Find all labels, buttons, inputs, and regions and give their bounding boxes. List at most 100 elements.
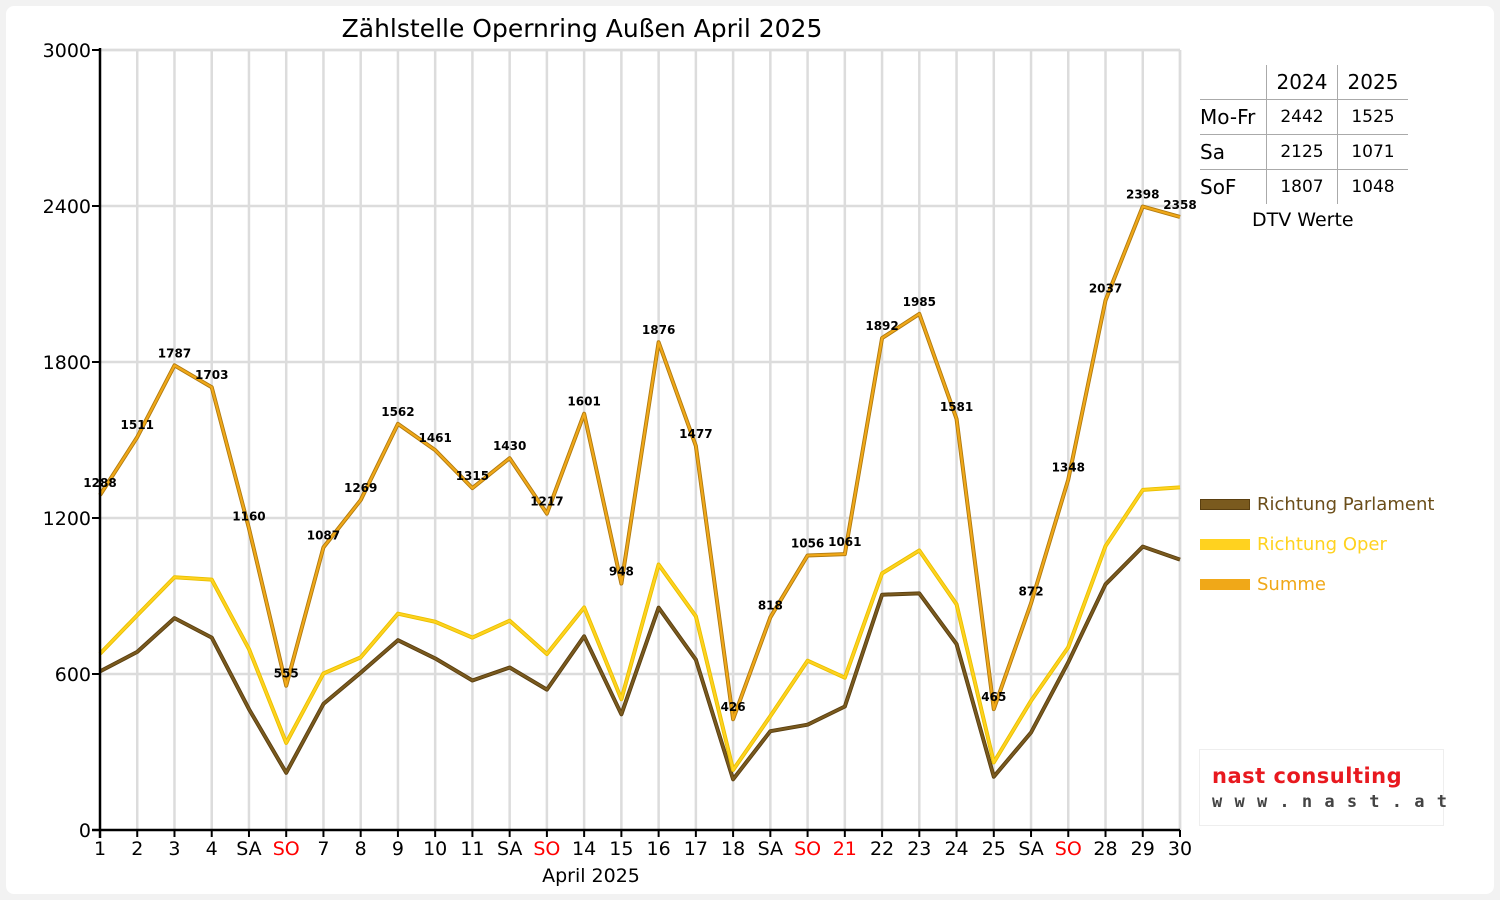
- data-label: 1315: [456, 469, 489, 483]
- x-tick-label: 28: [1093, 838, 1117, 860]
- logo-url: w w w . n a s t . a t: [1212, 792, 1448, 812]
- x-tick-label: 15: [609, 838, 633, 860]
- x-tick-label: SA: [1018, 838, 1043, 860]
- x-tick-label: 25: [982, 838, 1006, 860]
- data-label: 2037: [1089, 281, 1122, 295]
- x-tick-label: SO: [273, 838, 300, 860]
- x-tick-label: 30: [1168, 838, 1192, 860]
- dtv-caption: DTV Werte: [1252, 209, 1354, 231]
- data-label: 1892: [865, 319, 898, 333]
- legend-label-parlament: Richtung Parlament: [1257, 494, 1435, 515]
- data-label: 1511: [121, 418, 154, 432]
- dtv-cell: 1807: [1266, 169, 1338, 204]
- y-tick-label: 3000: [43, 40, 91, 62]
- x-tick-label: 23: [907, 838, 931, 860]
- legend-swatch-parlament: [1200, 499, 1250, 510]
- dtv-table: 2024 2025 Mo-Fr 2442 1525 Sa 2125 1071 S…: [1200, 65, 1408, 204]
- series-lines: [98, 204, 1181, 782]
- x-tick-label: 8: [355, 838, 367, 860]
- data-label: 426: [721, 700, 746, 714]
- company-logo: nast consulting w w w . n a s t . a t: [1200, 750, 1447, 825]
- legend-item-oper: Richtung Oper: [1200, 534, 1387, 555]
- data-label: 1087: [307, 528, 340, 542]
- table-row: Sa 2125 1071: [1200, 134, 1408, 170]
- series-line: [99, 545, 1181, 781]
- table-row: Mo-Fr 2442 1525: [1200, 99, 1408, 135]
- x-tick-label: SA: [236, 838, 261, 860]
- data-label: 818: [758, 598, 783, 612]
- dtv-cell: 2442: [1266, 99, 1338, 135]
- x-tick-label: SA: [497, 838, 522, 860]
- legend-label-summe: Summe: [1257, 574, 1326, 595]
- data-label: 1601: [567, 395, 600, 409]
- series-line: [99, 486, 1181, 772]
- data-label: 1217: [530, 495, 563, 509]
- dtv-col-2025: 2025: [1347, 70, 1399, 94]
- data-label: 2358: [1163, 198, 1196, 212]
- dtv-corner: [1200, 65, 1267, 100]
- dtv-row-label: Sa: [1200, 134, 1267, 170]
- x-tick-label: SA: [758, 838, 783, 860]
- x-tick-label: 1: [94, 838, 106, 860]
- data-label: 1288: [83, 476, 116, 490]
- x-tick-label: 9: [392, 838, 404, 860]
- data-label: 1160: [232, 509, 265, 523]
- data-label: 1581: [940, 400, 973, 414]
- x-tick-label: SO: [794, 838, 821, 860]
- data-label: 948: [609, 565, 634, 579]
- x-tick-label: 2: [131, 838, 143, 860]
- dtv-cell: 2125: [1266, 134, 1338, 170]
- data-label: 1348: [1052, 461, 1085, 475]
- x-axis-label: April 2025: [542, 865, 640, 887]
- x-tick-label: 24: [944, 838, 968, 860]
- data-label: 1703: [195, 368, 228, 382]
- y-tick-label: 1800: [43, 352, 91, 374]
- dtv-col-2024: 2024: [1266, 65, 1338, 100]
- legend-item-parlament: Richtung Parlament: [1200, 494, 1434, 515]
- grid: [100, 48, 1182, 830]
- x-tick-label: 11: [460, 838, 484, 860]
- y-tick-label: 1200: [43, 508, 91, 530]
- dtv-cell: 1071: [1337, 134, 1408, 170]
- data-label: 1876: [642, 323, 675, 337]
- x-tick-label: 17: [684, 838, 708, 860]
- data-label: 465: [981, 690, 1006, 704]
- legend-swatch-summe: [1200, 579, 1250, 590]
- x-tick-label: 3: [168, 838, 180, 860]
- data-label: 1562: [381, 405, 414, 419]
- legend-item-summe: Summe: [1200, 574, 1326, 595]
- x-tick-label: 10: [423, 838, 447, 860]
- data-label: 1061: [828, 535, 861, 549]
- data-label: 1477: [679, 427, 712, 441]
- dtv-row-label: Mo-Fr: [1200, 99, 1267, 135]
- x-tick-label: SO: [533, 838, 560, 860]
- y-tick-label: 600: [55, 664, 91, 686]
- y-tick-label: 0: [79, 820, 91, 842]
- series-line: [99, 205, 1181, 721]
- legend-swatch-oper: [1200, 539, 1250, 550]
- dtv-cell: 1048: [1337, 169, 1408, 204]
- x-tick-label: 14: [572, 838, 596, 860]
- data-label: 555: [274, 667, 299, 681]
- x-tick-label: 29: [1131, 838, 1155, 860]
- data-labels: 1288 1511 1787 1703 1160 555 1087 1269 1562 1461 1…: [83, 188, 1196, 715]
- data-label: 2398: [1126, 188, 1159, 202]
- x-tick-label: 18: [721, 838, 745, 860]
- data-label: 1787: [158, 346, 191, 360]
- x-tick-label: 16: [647, 838, 671, 860]
- chart-title: Zählstelle Opernring Außen April 2025: [342, 14, 823, 43]
- dtv-row-label: SoF: [1200, 169, 1267, 204]
- table-row: SoF 1807 1048: [1200, 169, 1408, 204]
- data-label: 1056: [791, 536, 824, 550]
- data-label: 872: [1019, 584, 1044, 598]
- dtv-table-header: 2024 2025: [1200, 65, 1408, 100]
- legend-label-oper: Richtung Oper: [1257, 534, 1387, 555]
- x-tick-label: 22: [870, 838, 894, 860]
- logo-wordmark: nast consulting: [1212, 764, 1403, 788]
- dtv-cell: 1525: [1337, 99, 1408, 135]
- y-tick-label: 2400: [43, 196, 91, 218]
- data-label: 1269: [344, 481, 377, 495]
- data-label: 1461: [418, 431, 451, 445]
- x-tick-label: 4: [206, 838, 218, 860]
